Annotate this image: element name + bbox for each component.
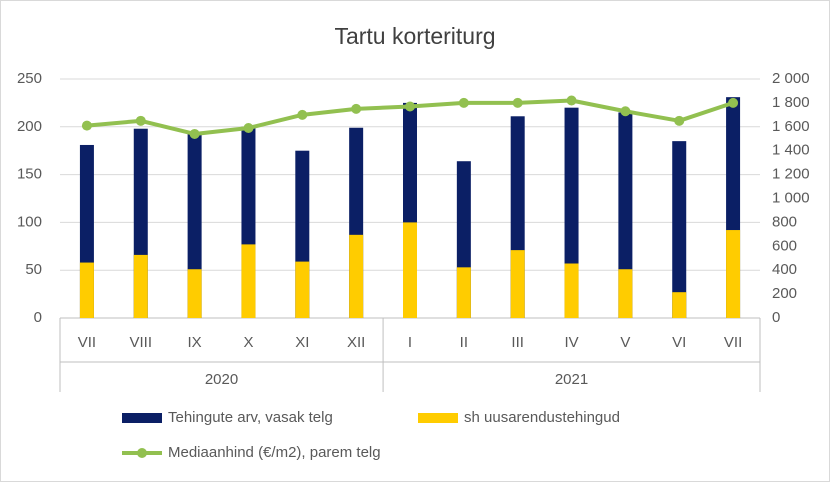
- line-marker: [405, 101, 415, 112]
- bar: [403, 222, 417, 318]
- y2-tick-label: 1 400: [772, 142, 810, 159]
- x-tick-label: V: [620, 334, 630, 351]
- x-tick-label: IV: [564, 334, 578, 351]
- x-tick-label: II: [460, 334, 468, 351]
- x-tick-label: VII: [724, 334, 742, 351]
- bar: [241, 244, 256, 318]
- bar: [618, 112, 633, 319]
- y-tick-label: 250: [17, 70, 42, 87]
- line-marker: [81, 120, 92, 131]
- line-marker: [674, 115, 685, 126]
- bar: [564, 263, 579, 318]
- line-marker: [351, 103, 362, 114]
- line-marker: [512, 97, 523, 108]
- x-tick-label: X: [243, 334, 253, 351]
- y2-tick-label: 400: [772, 261, 797, 278]
- bar: [187, 269, 202, 318]
- legend-swatch: [122, 413, 162, 423]
- legend-swatch: [418, 413, 458, 423]
- bar: [672, 292, 687, 318]
- legend-swatch: [137, 448, 147, 458]
- y-tick-label: 100: [17, 213, 42, 230]
- bar: [726, 230, 741, 318]
- y2-tick-label: 2 000: [772, 70, 810, 87]
- bar: [133, 254, 148, 318]
- x-group-label: 2020: [205, 371, 238, 388]
- chart-title: Tartu korteriturg: [334, 23, 495, 49]
- y-tick-label: 200: [17, 118, 42, 135]
- y2-tick-label: 1 000: [772, 189, 810, 206]
- bar: [349, 234, 364, 318]
- x-tick-label: III: [511, 334, 524, 351]
- x-tick-label: VI: [672, 334, 686, 351]
- y2-tick-label: 0: [772, 309, 780, 326]
- y-tick-label: 150: [17, 166, 42, 183]
- bar: [510, 250, 525, 318]
- bar: [79, 262, 94, 318]
- x-tick-label: VIII: [130, 334, 153, 351]
- legend-label: sh uusarendustehingud: [464, 409, 620, 426]
- legend-label: Tehingute arv, vasak telg: [168, 409, 333, 426]
- y2-tick-label: 1 800: [772, 94, 810, 111]
- x-group-label: 2021: [555, 371, 588, 388]
- y2-tick-label: 800: [772, 213, 797, 230]
- line-marker: [243, 122, 254, 133]
- line-marker: [135, 115, 146, 126]
- line-marker: [189, 128, 200, 139]
- line-marker: [297, 109, 308, 120]
- y2-tick-label: 1 600: [772, 118, 810, 135]
- y2-tick-label: 1 200: [772, 166, 810, 183]
- x-tick-label: I: [408, 334, 412, 351]
- bar: [295, 261, 310, 318]
- bar: [618, 269, 633, 318]
- bar: [456, 267, 471, 318]
- legend-label: Mediaanhind (€/m2), parem telg: [168, 444, 381, 461]
- y-tick-label: 50: [25, 261, 42, 278]
- x-tick-label: XII: [347, 334, 365, 351]
- line-marker: [458, 97, 469, 108]
- y2-tick-label: 600: [772, 237, 797, 254]
- x-tick-label: VII: [78, 334, 96, 351]
- x-tick-label: XI: [295, 334, 309, 351]
- line-marker: [566, 95, 577, 106]
- y2-tick-label: 200: [772, 285, 797, 302]
- y-tick-label: 0: [34, 309, 42, 326]
- line-marker: [728, 97, 739, 108]
- bar: [672, 141, 687, 318]
- line-marker: [620, 106, 631, 117]
- x-tick-label: IX: [188, 334, 202, 351]
